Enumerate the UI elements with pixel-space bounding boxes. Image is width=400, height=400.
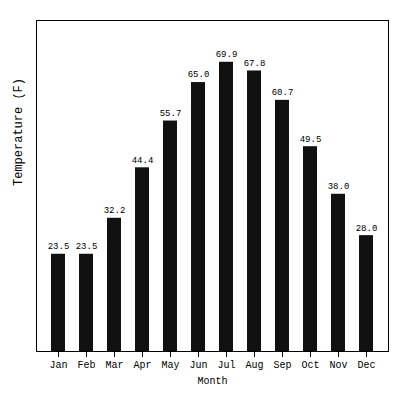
svg-text:Aug: Aug <box>245 360 263 371</box>
svg-text:Feb: Feb <box>77 360 95 371</box>
svg-text:Nov: Nov <box>329 360 347 371</box>
svg-text:Mar: Mar <box>105 360 123 371</box>
svg-text:Jun: Jun <box>189 360 207 371</box>
svg-text:38.0: 38.0 <box>328 182 350 192</box>
svg-text:60.7: 60.7 <box>272 88 294 98</box>
svg-text:Apr: Apr <box>133 360 151 371</box>
svg-text:28.0: 28.0 <box>356 224 378 234</box>
svg-text:69.9: 69.9 <box>216 50 238 60</box>
svg-text:Temperature (F): Temperature (F) <box>12 78 26 186</box>
svg-text:55.7: 55.7 <box>160 109 182 119</box>
svg-text:23.5: 23.5 <box>48 242 70 252</box>
svg-text:Dec: Dec <box>357 360 375 371</box>
svg-text:23.5: 23.5 <box>76 242 98 252</box>
svg-text:Jul: Jul <box>217 360 235 371</box>
svg-text:67.8: 67.8 <box>244 59 266 69</box>
svg-text:Sep: Sep <box>273 360 291 371</box>
svg-text:44.4: 44.4 <box>132 156 154 166</box>
svg-text:Jan: Jan <box>49 360 67 371</box>
svg-text:65.0: 65.0 <box>188 70 210 80</box>
svg-text:May: May <box>161 360 179 371</box>
svg-text:32.2: 32.2 <box>104 206 126 216</box>
svg-text:Month: Month <box>197 376 227 387</box>
svg-text:Oct: Oct <box>301 360 319 371</box>
svg-text:49.5: 49.5 <box>300 135 322 145</box>
